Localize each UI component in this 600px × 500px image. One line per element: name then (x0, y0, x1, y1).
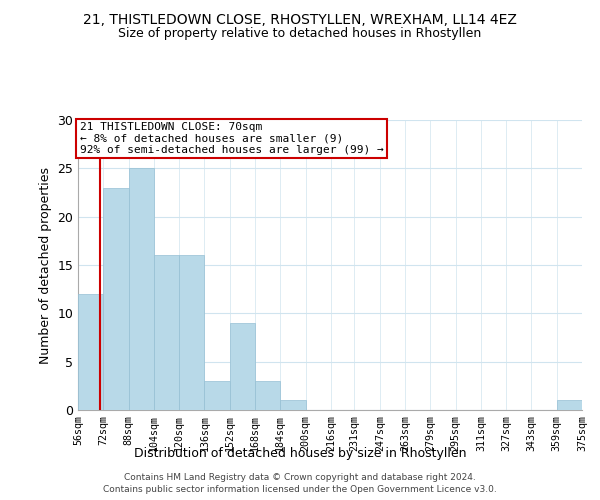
Bar (179, 256, 205, 410)
Bar (128, 168, 154, 410)
Bar (205, 381, 230, 410)
Bar (230, 323, 255, 410)
Bar (280, 400, 305, 410)
Text: Contains public sector information licensed under the Open Government Licence v3: Contains public sector information licen… (103, 485, 497, 494)
Text: Distribution of detached houses by size in Rhostyllen: Distribution of detached houses by size … (134, 448, 466, 460)
Bar (557, 400, 582, 410)
Text: Size of property relative to detached houses in Rhostyllen: Size of property relative to detached ho… (118, 28, 482, 40)
Text: Contains HM Land Registry data © Crown copyright and database right 2024.: Contains HM Land Registry data © Crown c… (124, 472, 476, 482)
Text: 21 THISTLEDOWN CLOSE: 70sqm
← 8% of detached houses are smaller (9)
92% of semi-: 21 THISTLEDOWN CLOSE: 70sqm ← 8% of deta… (80, 122, 383, 155)
Text: 21, THISTLEDOWN CLOSE, RHOSTYLLEN, WREXHAM, LL14 4EZ: 21, THISTLEDOWN CLOSE, RHOSTYLLEN, WREXH… (83, 12, 517, 26)
Bar (154, 256, 179, 410)
Y-axis label: Number of detached properties: Number of detached properties (39, 166, 52, 364)
Bar (255, 381, 280, 410)
Bar (78, 294, 103, 410)
Bar (103, 188, 128, 410)
